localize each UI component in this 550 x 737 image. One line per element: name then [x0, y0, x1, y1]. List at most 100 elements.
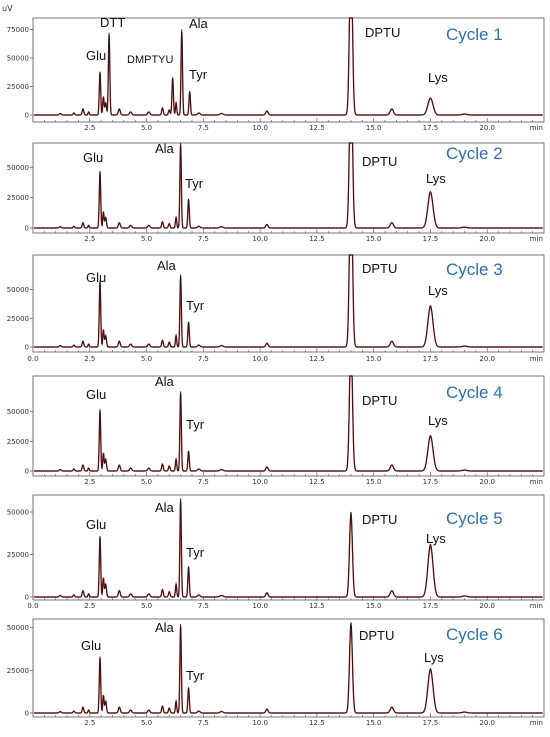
trace-black: [34, 622, 543, 714]
x-unit-label: min: [530, 124, 543, 132]
y-tick-label: 25000: [7, 315, 29, 323]
trace-black: [34, 17, 543, 116]
peak-label-dptu: DPTU: [362, 154, 397, 169]
x-tick-label: 17.5: [423, 478, 439, 486]
panel-cycle-4: 0 25000 50000 2.5 5.0 7.5 10.0 12.5 15.0 17.5 20.0…: [7, 374, 545, 486]
peak-label-tyr: Tyr: [186, 545, 205, 560]
x-tick-label: 7.5: [198, 235, 209, 243]
x-tick-label: 15.0: [366, 355, 382, 363]
x-tick-label: 10.0: [252, 478, 268, 486]
peak-label-dmptyu: DMPTYU: [127, 54, 174, 66]
x-tick-label: 5.0: [141, 124, 152, 132]
x-tick-label: 7.5: [198, 602, 209, 610]
x-tick-label: 20.0: [479, 124, 495, 132]
x-tick-label: 12.5: [309, 235, 325, 243]
peak-label-tyr: Tyr: [189, 67, 208, 82]
y-tick-label: 50000: [7, 509, 29, 517]
peak-label-ala: Ala: [189, 16, 209, 31]
panel-cycle-1: 0 25000 50000 75000 2.5 5.0 7.5 10.0 12.5 15.0 17.…: [7, 15, 545, 132]
plot-frame: [32, 618, 545, 718]
y-tick-label: 0: [25, 112, 29, 120]
y-tick-label: 0: [25, 468, 29, 476]
x-tick-label: 20.0: [479, 602, 495, 610]
x-tick-label: 15.0: [366, 719, 382, 727]
x-tick-label: 5.0: [141, 235, 152, 243]
x-tick-label: 7.5: [198, 355, 209, 363]
x-tick-label: 10.0: [252, 602, 268, 610]
panel-cycle-2: 0 25000 50000 2.5 5.0 7.5 10.0 12.5 15.0 17.5 20.0…: [7, 141, 545, 243]
y-tick-label: 0: [25, 344, 29, 352]
peak-label-dptu: DPTU: [359, 628, 394, 643]
x-tick-label: 2.5: [84, 478, 95, 486]
peak-label-ala: Ala: [155, 620, 175, 635]
trace-black: [34, 375, 543, 472]
peak-label-lys: Lys: [428, 70, 448, 85]
plot-frame: [32, 375, 545, 477]
x-tick-label: 12.5: [309, 355, 325, 363]
panel-cycle-5: 0 25000 50000 2.5 5.0 7.5 10.0 12.5 15.0 17.5 20.0…: [7, 494, 545, 610]
x-unit-label: min: [530, 235, 543, 243]
x-tick-label: 7.5: [198, 719, 209, 727]
x-tick-label: 10.0: [252, 719, 268, 727]
x-tick-label: 20.0: [479, 355, 495, 363]
plot-frame: [32, 17, 545, 123]
y-tick-label: 50000: [7, 624, 29, 632]
peak-label-dptu: DPTU: [362, 261, 397, 276]
cycle-label: Cycle 3: [446, 260, 503, 279]
peak-label-dptu: DPTU: [362, 393, 397, 408]
y-tick-label: 50000: [7, 408, 29, 416]
panel-cycle-3: 0 25000 50000 2.5 5.0 7.5 10.0 12.5 15.0 17.5 20.0…: [7, 254, 545, 363]
peak-label-glu: Glu: [86, 48, 106, 63]
y-tick-label: 0: [25, 710, 29, 718]
x-unit-label: min: [530, 355, 543, 363]
y-tick-label: 25000: [7, 194, 29, 202]
x-unit-label: min: [530, 478, 543, 486]
y-tick-label: 75000: [7, 26, 29, 34]
x-tick-label: 5.0: [141, 355, 152, 363]
y-tick-label: 50000: [7, 164, 29, 172]
peak-label-lys: Lys: [428, 283, 448, 298]
peak-label-dptu: DPTU: [362, 512, 397, 527]
x-tick-label: 17.5: [423, 355, 439, 363]
x-tick-label: 17.5: [423, 719, 439, 727]
peak-label-lys: Lys: [426, 171, 446, 186]
peak-label-tyr: Tyr: [185, 176, 204, 191]
peak-label-glu: Glu: [86, 517, 106, 532]
x-tick-label: 2.5: [84, 719, 95, 727]
x-unit-label: min: [530, 602, 543, 610]
x-tick-label: 15.0: [366, 124, 382, 132]
peak-label-glu: Glu: [83, 150, 103, 165]
cycle-label: Cycle 6: [446, 625, 503, 644]
x-tick-label: 2.5: [84, 355, 95, 363]
peak-label-tyr: Tyr: [186, 417, 205, 432]
x-tick-label: 15.0: [366, 478, 382, 486]
x-tick-label: 5.0: [141, 719, 152, 727]
plot-frame: [32, 142, 545, 234]
plot-frame: [32, 254, 545, 353]
x-tick-label: 20.0: [479, 719, 495, 727]
peak-label-glu: Glu: [81, 638, 101, 653]
x-tick-label: 2.5: [84, 124, 95, 132]
peak-label-ala: Ala: [155, 500, 175, 515]
y-tick-label: 25000: [7, 551, 29, 559]
x-tick-label: 2.5: [84, 602, 95, 610]
x-tick-label: 7.5: [198, 124, 209, 132]
peak-label-glu: Glu: [86, 387, 106, 402]
x-tick-label: 12.5: [309, 124, 325, 132]
trace-black: [34, 498, 543, 598]
y-tick-label: 50000: [7, 54, 29, 62]
x-tick-label: 12.5: [309, 602, 325, 610]
peak-label-ala: Ala: [157, 258, 177, 273]
peak-label-lys: Lys: [424, 650, 444, 665]
x-tick-label: 0.0: [27, 602, 38, 610]
peak-label-tyr: Tyr: [186, 298, 205, 313]
y-tick-label: 0: [25, 225, 29, 233]
peak-label-dptu: DPTU: [365, 25, 400, 40]
x-tick-label: 10.0: [252, 124, 268, 132]
x-tick-label: 5.0: [141, 602, 152, 610]
x-tick-label: 10.0: [252, 235, 268, 243]
x-tick-label: 12.5: [309, 478, 325, 486]
cycle-label: Cycle 5: [446, 509, 503, 528]
